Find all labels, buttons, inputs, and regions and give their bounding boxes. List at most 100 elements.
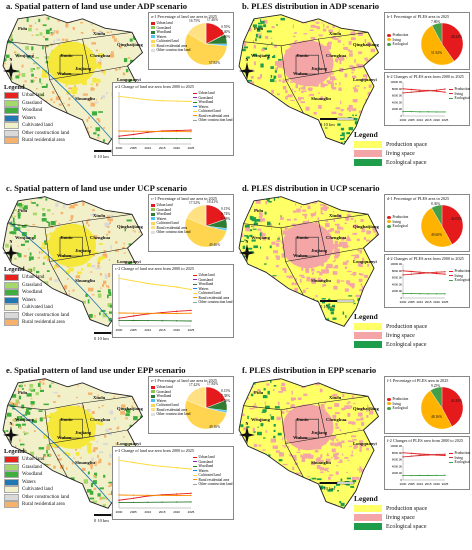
legend-label: Urban land [22, 93, 45, 99]
data-point [190, 320, 192, 322]
land-use-legend: Legend Urban land Grassland Woodland Waters C… [4, 266, 69, 327]
pie-value-label: 16.75% [189, 19, 201, 23]
data-point [410, 273, 413, 275]
legend-swatch [4, 107, 19, 115]
data-point [132, 130, 135, 132]
pie-legend-item: living [387, 220, 408, 225]
pie-legend-item: Production [387, 215, 408, 220]
legend-label: Cultivated land [198, 109, 221, 114]
place-label: Jinniu [60, 417, 73, 422]
legend-swatch [151, 21, 155, 25]
pie-legend-item: Urban land [151, 21, 190, 26]
legend-item: Other construction land [4, 311, 69, 320]
data-point [410, 452, 413, 454]
pie-slice [184, 400, 227, 430]
data-point [419, 90, 421, 93]
pie-wrap [419, 385, 465, 431]
line-legend-item: Grassland [193, 278, 232, 283]
legend-swatch [151, 221, 155, 225]
legend-swatch [151, 226, 155, 230]
data-point [435, 90, 438, 92]
pie-value-label: 6.74% [221, 212, 231, 216]
legend-label: Rural residential area [156, 225, 188, 230]
legend-swatch [193, 274, 197, 276]
line-legend-item: Grassland [193, 96, 232, 101]
series-line [118, 277, 192, 291]
place-label: Xindu [329, 395, 342, 400]
line-inset: e-2 Change of land use area from 2000 to… [112, 446, 234, 520]
pie-slice [430, 386, 443, 409]
series-line [118, 459, 192, 470]
north-arrow-icon: N [238, 421, 256, 448]
data-point [190, 468, 192, 470]
pie-slice [431, 22, 443, 45]
place-label: Longquanyi [117, 77, 141, 82]
legend-swatch [354, 332, 382, 339]
place-label: Wenjiang [15, 235, 34, 240]
x-tick-label: 2005 [130, 328, 137, 332]
y-tick-label: 6000.00 [392, 276, 403, 280]
pie-value-label: 8.36% [431, 202, 441, 206]
place-label: Xindu [329, 213, 342, 218]
y-tick-label: 10000.00 [390, 80, 402, 84]
pie-value-label: 41.83% [451, 399, 463, 403]
legend-item: Woodland [4, 471, 69, 479]
data-point [427, 272, 429, 274]
place-label: Chenghua [90, 53, 111, 58]
legend-item: Waters [4, 478, 69, 487]
pie-legend-item: Rural residential area [151, 44, 190, 49]
place-label: Wenjiang [251, 235, 270, 240]
legend-swatch [193, 479, 197, 481]
legend-label: Urban land [156, 385, 173, 390]
place-label: Longquanyi [353, 441, 377, 446]
data-point [427, 90, 429, 92]
legend-label: Production [454, 269, 471, 274]
legend-label: Waters [22, 479, 36, 485]
data-point [435, 453, 438, 456]
data-point [118, 137, 120, 140]
data-point [147, 282, 149, 285]
land-use-legend: Legend Urban land Grassland Woodland Waters C… [4, 84, 69, 145]
legend-label: living [454, 91, 463, 96]
data-point [147, 312, 149, 314]
legend-swatch [193, 110, 197, 112]
legend-swatch [193, 283, 197, 285]
legend-swatch [4, 289, 19, 297]
legend-swatch [193, 465, 197, 467]
pie-slice [420, 25, 455, 66]
line-inset: d-2 Changes of PLES area from 2000 to 20… [384, 254, 470, 308]
legend-label: Waters [156, 398, 167, 403]
panel-title: f. PLES distribution in EPP scenario [242, 365, 377, 375]
place-label: Qingbaijiang [353, 406, 379, 411]
place-label: Wuhou [57, 435, 72, 440]
data-point [147, 131, 149, 133]
x-tick-label: 2010 [416, 300, 423, 304]
legend-swatch [193, 301, 197, 303]
place-label: Jinniu [296, 417, 309, 422]
pie-legend-item: Other construction land [151, 412, 190, 417]
place-label: Chenghua [326, 417, 347, 422]
legend-label: Grassland [156, 25, 171, 30]
land-use-line-chart: 2000 2005 2010 2015 2020 2025 [116, 92, 195, 150]
legend-swatch [4, 311, 19, 319]
x-tick-label: 2015 [159, 146, 166, 150]
place-label: Longquanyi [117, 259, 141, 264]
data-point [444, 271, 446, 273]
legend-swatch [387, 224, 391, 228]
legend-label: Other construction land [156, 412, 191, 417]
north-arrow-icon: N [2, 421, 20, 448]
legend-swatch [193, 461, 197, 463]
ples-line-chart: 10000.008000.006000.004000.002000.000200… [390, 262, 448, 304]
pie-slice [420, 207, 453, 248]
line-legend-item: Other construction land [193, 482, 232, 487]
legend-label: Ecological [392, 42, 408, 47]
map-ples: Pidu Xindu Qingbaijiang Wenjiang Jinniu Cheng… [236, 376, 386, 511]
data-point [118, 494, 120, 496]
legend-label: Cultivated land [22, 305, 53, 311]
pie-legend-item: Cultivated land [151, 221, 190, 226]
legend-title: Legend [354, 494, 378, 503]
line-legend-item: Rural residential area [193, 478, 232, 483]
legend-swatch [387, 406, 391, 410]
line-inset: f-2 Changes of PLES area from 2000 to 20… [384, 436, 470, 490]
data-point [161, 320, 163, 322]
